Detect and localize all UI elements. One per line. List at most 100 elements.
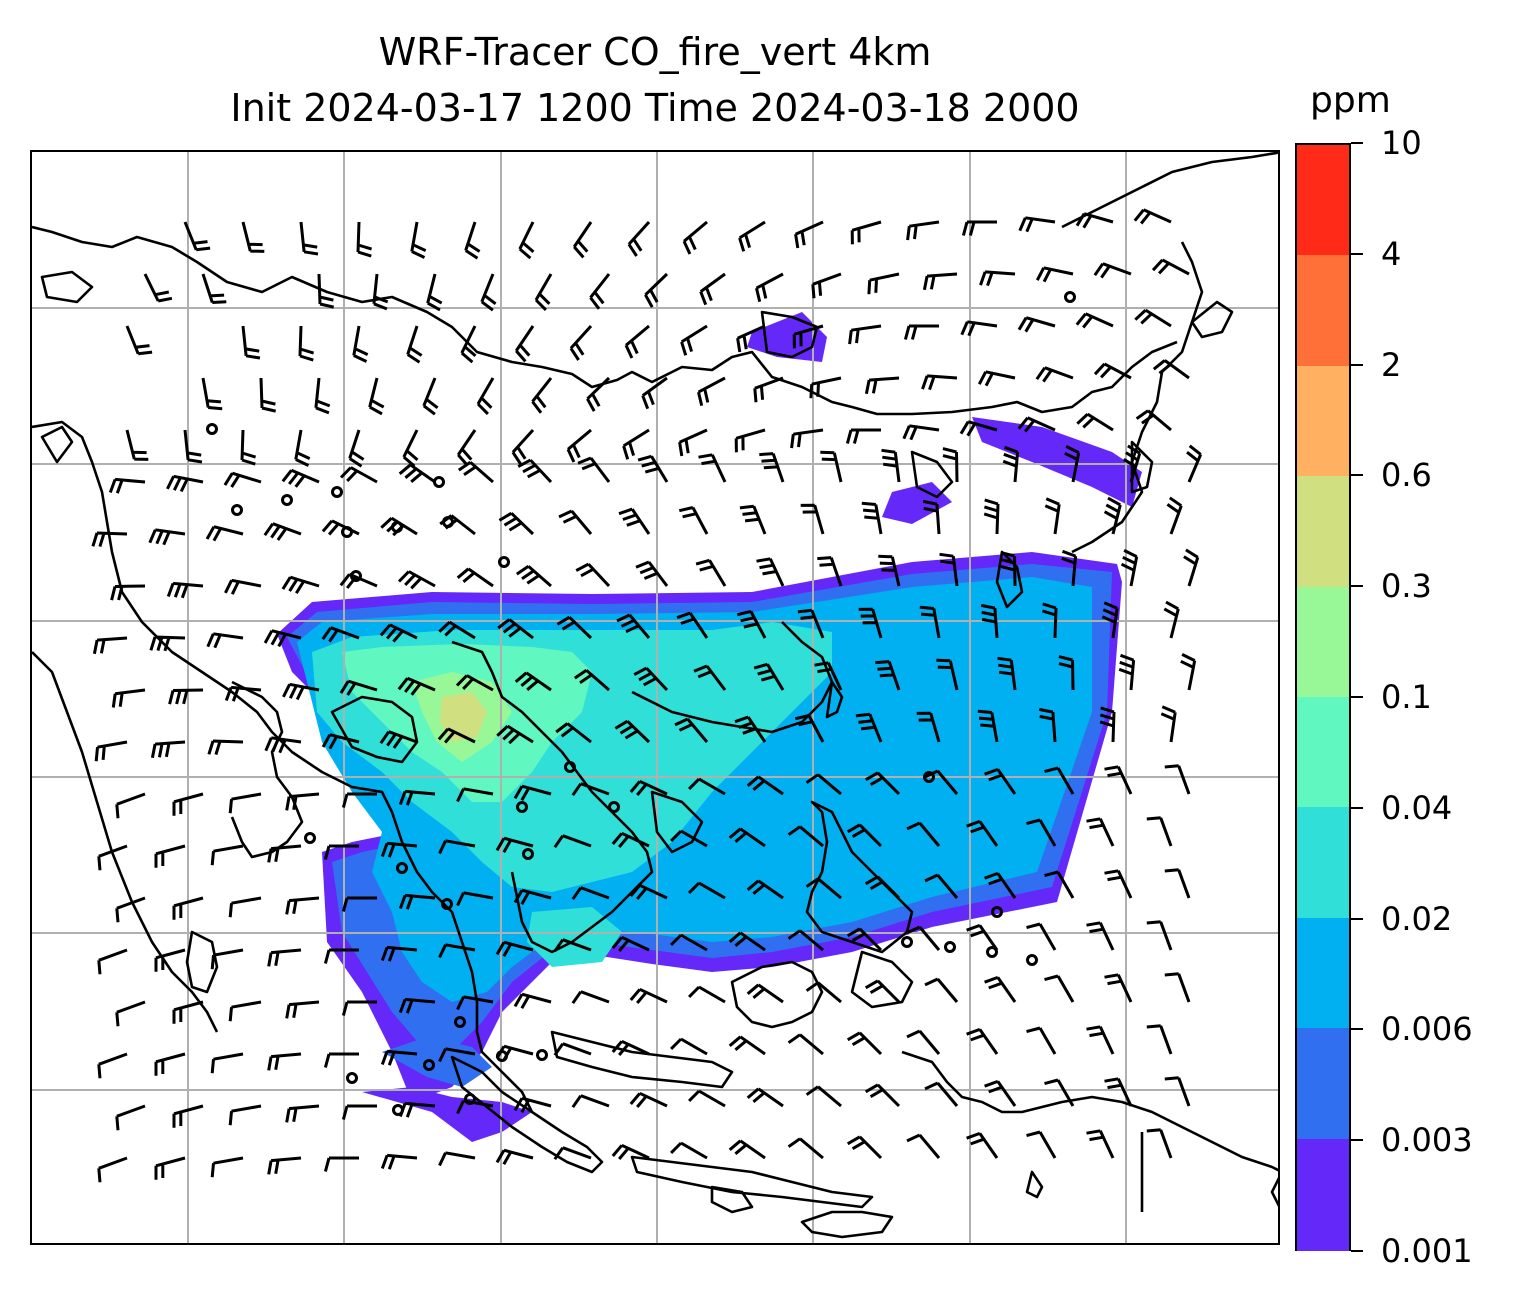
wind-barb xyxy=(811,272,842,299)
wind-barb xyxy=(91,531,128,548)
wind-barb xyxy=(210,1052,244,1074)
wind-barb xyxy=(1160,705,1177,743)
wind-barb xyxy=(1041,602,1058,639)
wind-barb xyxy=(1146,920,1173,951)
wind-barb xyxy=(787,825,824,848)
wind-barb xyxy=(577,456,611,483)
wind-barb xyxy=(1152,359,1190,380)
wind-barb xyxy=(878,554,901,587)
wind-barb xyxy=(1075,212,1114,229)
wind-barb xyxy=(323,844,359,860)
wind-barb xyxy=(317,273,335,309)
wind-barb xyxy=(848,324,882,345)
wind-barb xyxy=(817,556,843,587)
wind-barb xyxy=(611,1143,650,1160)
wind-barb xyxy=(1038,707,1057,743)
wind-barb xyxy=(495,940,534,957)
wind-barb xyxy=(1164,972,1191,1003)
wind-barb xyxy=(263,522,302,541)
wind-barb xyxy=(517,458,553,484)
wind-barb xyxy=(172,1000,204,1024)
wind-barb xyxy=(787,929,824,952)
wind-barb xyxy=(688,777,726,796)
coastline xyxy=(1190,300,1234,339)
wind-calm-marker xyxy=(536,1049,548,1061)
wind-barb xyxy=(1026,818,1057,847)
wind-barb xyxy=(380,945,418,962)
wind-barb xyxy=(820,450,843,483)
wind-calm-marker xyxy=(608,801,620,813)
wind-barb xyxy=(629,883,668,900)
wind-barb xyxy=(224,578,262,595)
map-panel[interactable] xyxy=(30,150,1280,1245)
wind-barb xyxy=(368,377,385,416)
wind-barb xyxy=(959,420,998,437)
wind-barb xyxy=(439,514,476,536)
coastline xyxy=(710,1185,754,1214)
wind-barb xyxy=(339,679,378,696)
chart-title-line2: Init 2024-03-17 1200 Time 2024-03-18 200… xyxy=(230,86,1080,130)
wind-barb xyxy=(984,1079,1017,1107)
wind-barb xyxy=(438,943,476,959)
wind-barb xyxy=(321,733,360,750)
wind-barb xyxy=(906,925,941,951)
colorbar-segment xyxy=(1297,586,1349,700)
wind-barb xyxy=(259,377,277,413)
wind-barb xyxy=(553,1042,592,1057)
coastline xyxy=(1025,1170,1044,1199)
wind-barb xyxy=(794,220,824,249)
wind-barb xyxy=(960,320,998,337)
wind-barb xyxy=(846,927,883,952)
wind-barb xyxy=(569,324,593,361)
wind-barb xyxy=(94,740,128,762)
coastline xyxy=(40,425,74,464)
wind-barb xyxy=(850,220,882,245)
wind-barb xyxy=(966,923,999,951)
wind-barb xyxy=(736,610,767,639)
coastline xyxy=(1270,1177,1278,1207)
coastline xyxy=(850,950,914,1009)
wind-barb xyxy=(790,428,824,449)
wind-barb xyxy=(397,676,436,696)
wind-calm-marker xyxy=(944,941,956,953)
coastline xyxy=(32,420,534,1113)
wind-barb xyxy=(864,875,901,900)
wind-barb xyxy=(924,769,959,795)
wind-barb xyxy=(575,562,611,588)
wind-barb xyxy=(341,896,377,912)
wind-barb xyxy=(1076,412,1114,432)
wind-barb xyxy=(573,669,610,692)
wind-calm-marker xyxy=(281,494,293,506)
wind-barb xyxy=(125,325,153,356)
wind-barb xyxy=(1026,922,1057,951)
wind-barb xyxy=(464,221,481,260)
wind-barb xyxy=(678,428,708,457)
wind-barb xyxy=(1086,817,1115,847)
wind-barb xyxy=(637,454,669,483)
wind-barb xyxy=(267,1156,302,1175)
wind-barb xyxy=(902,424,940,441)
wind-barb xyxy=(921,374,958,391)
wind-barb xyxy=(154,1156,186,1180)
wind-calm-marker xyxy=(1064,291,1076,303)
wind-barb xyxy=(321,519,360,536)
wind-barb xyxy=(1146,816,1173,847)
wind-barb xyxy=(979,270,1016,287)
colorbar-tick-label: 0.6 xyxy=(1381,456,1432,495)
wind-barb xyxy=(787,1137,824,1160)
wind-barb xyxy=(511,428,535,465)
wind-barb xyxy=(553,1146,592,1161)
wind-barb xyxy=(728,1035,766,1056)
wind-barb xyxy=(614,719,651,744)
wind-calm-marker xyxy=(901,936,913,948)
wind-barb xyxy=(498,511,535,536)
wind-barb xyxy=(294,429,311,467)
colorbar-tick xyxy=(1351,142,1363,144)
wind-calm-marker xyxy=(423,1059,435,1071)
colorbar-segment xyxy=(1297,917,1349,1031)
wind-barb xyxy=(1044,974,1075,1003)
wind-barb xyxy=(624,324,650,359)
wind-barb xyxy=(241,325,261,360)
colorbar-segment xyxy=(1297,145,1349,258)
wind-barb xyxy=(864,771,901,796)
